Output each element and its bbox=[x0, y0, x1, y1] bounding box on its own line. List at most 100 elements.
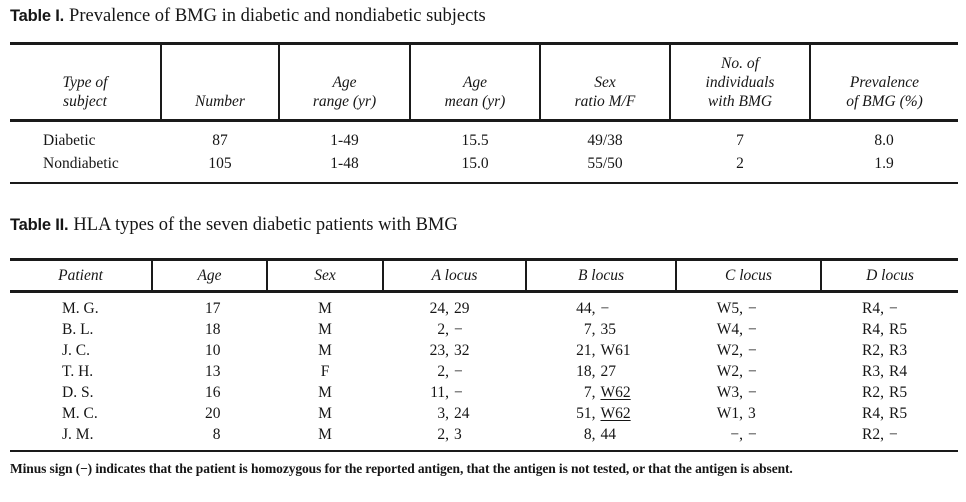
patient-cell: J. M. bbox=[62, 425, 94, 443]
table1-column-header: Type of subject bbox=[10, 44, 161, 121]
age-value: 17 bbox=[205, 299, 221, 317]
table2-title-text: HLA types of the seven diabetic patients… bbox=[73, 215, 458, 235]
allele-pair: R2, R5 bbox=[854, 384, 925, 402]
allele-second: 32 bbox=[454, 341, 470, 359]
patient-cell: M. C. bbox=[62, 404, 98, 422]
table1-title-text: Prevalence of BMG in diabetic and nondia… bbox=[69, 6, 486, 26]
table1-label: Table I. bbox=[10, 7, 65, 25]
age-cell: 17 bbox=[152, 292, 267, 320]
c-locus-cell: W2, − bbox=[676, 361, 821, 382]
table2-header-row: Patient Age Sex A locus B locus C locus D locu… bbox=[10, 259, 958, 292]
c-locus-cell: W2, − bbox=[676, 340, 821, 361]
b-locus-cell: 44, − bbox=[526, 292, 676, 320]
age-value: 20 bbox=[205, 404, 221, 422]
b-locus-cell: 8, 44 bbox=[526, 424, 676, 451]
allele-first: 18, bbox=[576, 362, 596, 380]
allele-pair: R2, R3 bbox=[854, 342, 925, 360]
patient-cell: M. G. bbox=[62, 299, 99, 317]
d-locus-cell: R3, R4 bbox=[821, 361, 958, 382]
patient-cell: J. C. bbox=[62, 341, 90, 359]
d-locus-cell: R4, R5 bbox=[821, 403, 958, 424]
header-line: subject bbox=[63, 93, 107, 110]
allele-pair: 51, W62 bbox=[566, 405, 637, 423]
allele-first: 2, bbox=[437, 425, 449, 443]
allele-first: R2, bbox=[862, 341, 884, 359]
allele-pair: −, − bbox=[713, 426, 784, 444]
allele-pair: 2, − bbox=[419, 363, 490, 381]
a-locus-cell: 24, 29 bbox=[383, 292, 526, 320]
header-line: of BMG (%) bbox=[846, 93, 923, 110]
header-line: Prevalence bbox=[849, 74, 920, 91]
allele-second: − bbox=[454, 383, 463, 401]
sex-cell: M bbox=[318, 320, 332, 338]
allele-first: 24, bbox=[429, 299, 449, 317]
allele-second: R5 bbox=[889, 383, 908, 401]
allele-second: R5 bbox=[889, 320, 908, 338]
allele-second: − bbox=[889, 299, 898, 317]
allele-pair: W3, − bbox=[713, 384, 784, 402]
allele-pair: 23, 32 bbox=[419, 342, 490, 360]
allele-second: 29 bbox=[454, 299, 470, 317]
table2-row: J. M. 8 M 2, 3 8, 44 −, − R2, − bbox=[10, 424, 958, 451]
table2-row: J. C. 10 M 23, 32 21, W61 W2, − R2, R3 bbox=[10, 340, 958, 361]
allele-first: W4, bbox=[716, 320, 743, 338]
age-mean-cell: 15.0 bbox=[461, 154, 489, 172]
sex-ratio-cell: 55/50 bbox=[587, 154, 623, 172]
allele-second: R4 bbox=[889, 362, 908, 380]
allele-pair: 44, − bbox=[566, 300, 637, 318]
patient-cell: B. L. bbox=[62, 320, 94, 338]
d-locus-cell: R2, R3 bbox=[821, 340, 958, 361]
table1-body: Diabetic 87 1-49 15.5 49/38 7 8.0 Nondiabetic 10… bbox=[10, 121, 958, 184]
c-locus-cell: W1, 3 bbox=[676, 403, 821, 424]
d-locus-cell: R2, − bbox=[821, 424, 958, 451]
b-locus-cell: 51, W62 bbox=[526, 403, 676, 424]
number-cell: 87 bbox=[212, 131, 228, 149]
b-locus-cell: 21, W61 bbox=[526, 340, 676, 361]
allele-pair: R4, R5 bbox=[854, 321, 925, 339]
subject-type-cell: Diabetic bbox=[43, 131, 96, 149]
allele-first: 7, bbox=[583, 320, 596, 338]
age-value: 10 bbox=[205, 341, 221, 359]
c-locus-cell: W5, − bbox=[676, 292, 821, 320]
allele-second: 3 bbox=[454, 425, 462, 443]
age-cell: 18 bbox=[152, 319, 267, 340]
header-line: range (yr) bbox=[312, 93, 377, 110]
allele-second: − bbox=[889, 425, 898, 443]
sex-cell: M bbox=[318, 299, 332, 317]
number-cell: 105 bbox=[208, 154, 232, 172]
allele-pair: W5, − bbox=[713, 300, 784, 318]
hla-types-table: Patient Age Sex A locus B locus C locus D locu… bbox=[10, 258, 958, 452]
sex-ratio-cell: 49/38 bbox=[587, 131, 623, 149]
allele-pair: 24, 29 bbox=[419, 300, 490, 318]
allele-first: R2, bbox=[862, 425, 884, 443]
allele-first: W5, bbox=[716, 299, 743, 317]
allele-pair: 18, 27 bbox=[566, 363, 637, 381]
age-value: 13 bbox=[205, 362, 221, 380]
allele-second: R5 bbox=[889, 404, 908, 422]
allele-second: R3 bbox=[889, 341, 908, 359]
table2-row: D. S. 16 M 11, −7, W62 W3, − R2, R5 bbox=[10, 382, 958, 403]
a-locus-cell: 11, − bbox=[383, 382, 526, 403]
allele-second: − bbox=[748, 341, 757, 359]
c-locus-cell: W3, − bbox=[676, 382, 821, 403]
allele-first: 11, bbox=[430, 383, 449, 401]
b-locus-cell: 7, 35 bbox=[526, 319, 676, 340]
d-locus-cell: R4, R5 bbox=[821, 319, 958, 340]
sex-cell: M bbox=[318, 425, 332, 443]
d-locus-cell: R2, R5 bbox=[821, 382, 958, 403]
allele-second: 27 bbox=[600, 362, 617, 380]
patient-cell: T. H. bbox=[62, 362, 94, 380]
table1-column-header: Age mean (yr) bbox=[409, 43, 540, 121]
table2-label: Table II. bbox=[10, 216, 69, 234]
allele-pair: W2, − bbox=[713, 363, 784, 381]
b-locus-cell: 7, W62 bbox=[526, 382, 676, 403]
sex-cell: M bbox=[318, 341, 332, 359]
a-locus-cell: 2, − bbox=[383, 319, 526, 340]
allele-first: R2, bbox=[862, 383, 884, 401]
allele-pair: 11, − bbox=[419, 384, 490, 402]
table2-row: T. H. 13 F 2, −18, 27 W2, − R3, R4 bbox=[10, 361, 958, 382]
table1-caption: Table I. Prevalence of BMG in diabetic an… bbox=[10, 6, 486, 27]
header-line: with BMG bbox=[707, 93, 773, 110]
a-locus-cell: 2, 3 bbox=[383, 424, 526, 451]
